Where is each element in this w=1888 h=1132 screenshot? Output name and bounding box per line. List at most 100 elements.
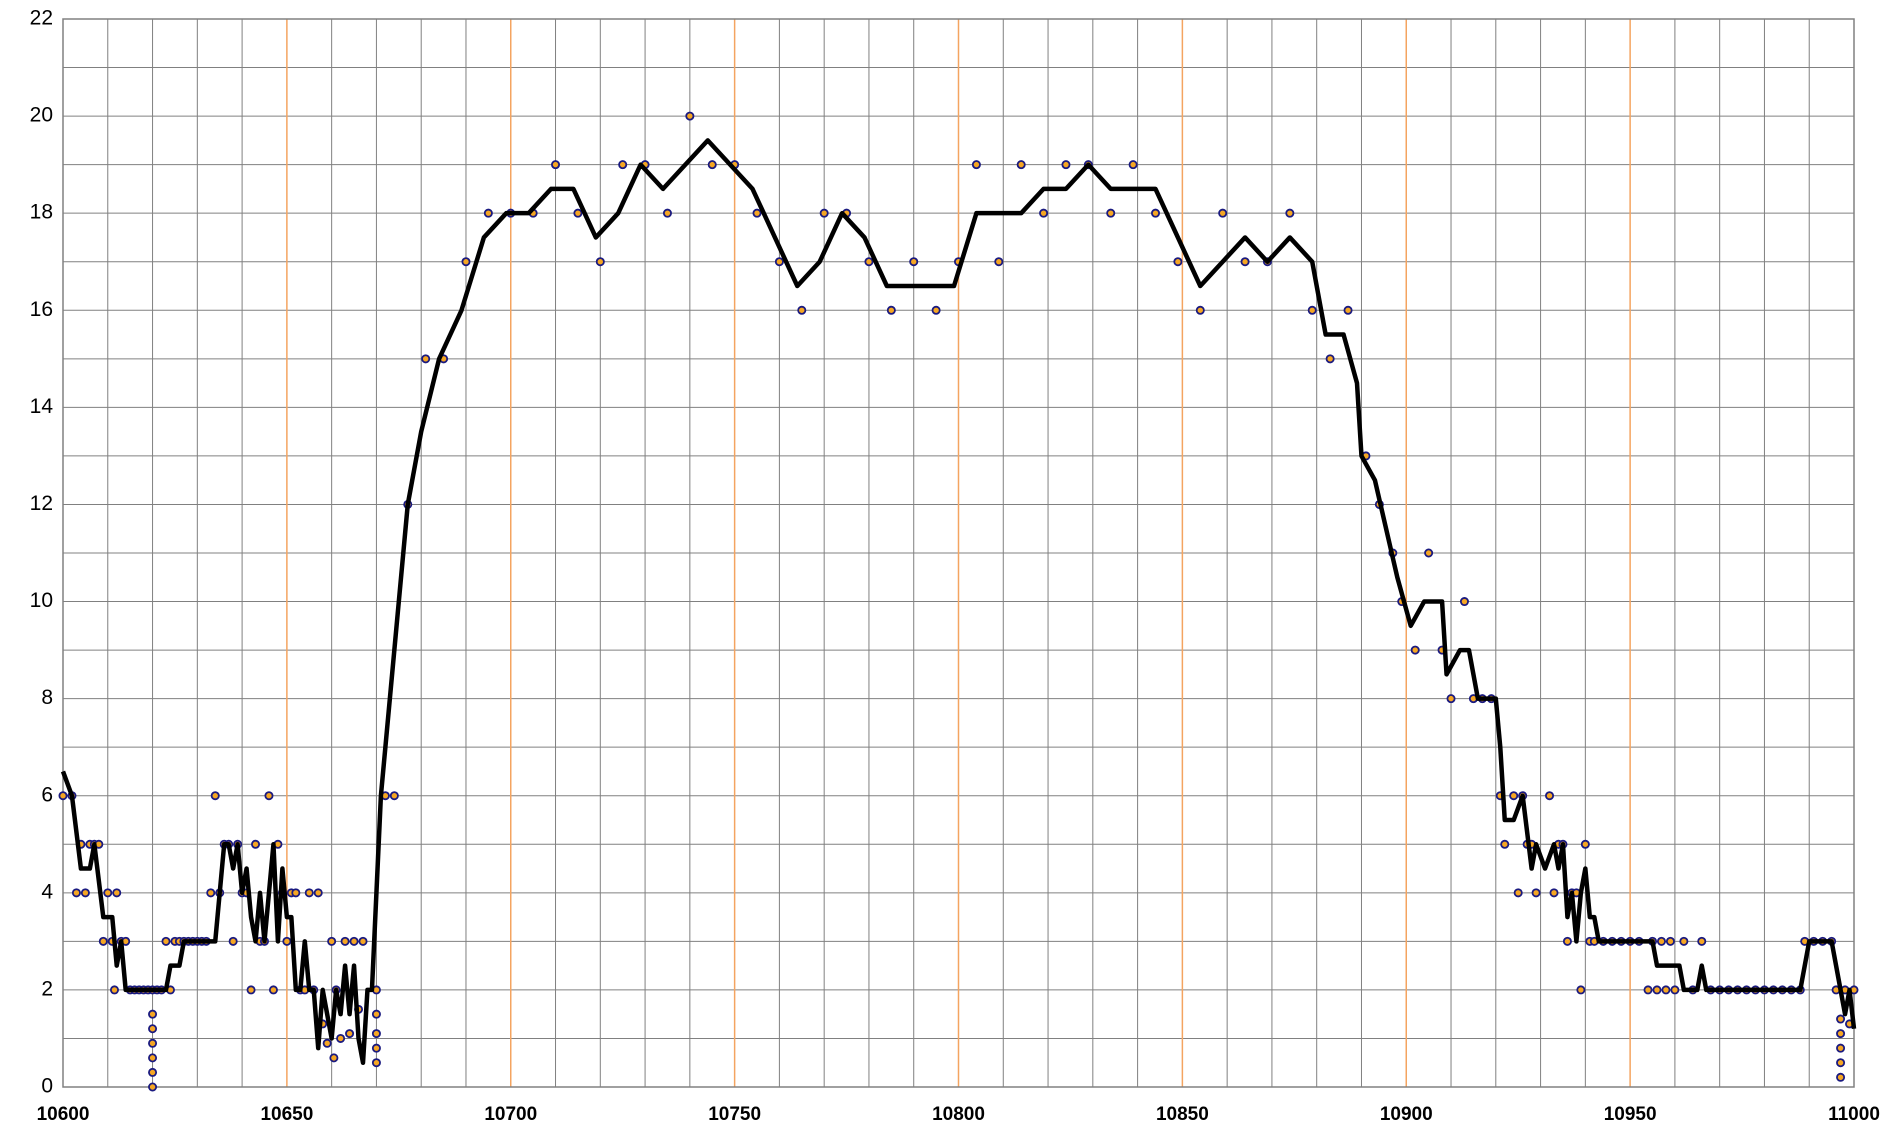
point — [1307, 305, 1317, 315]
point — [461, 257, 471, 267]
point — [112, 888, 122, 898]
point — [1016, 160, 1026, 170]
point — [327, 936, 337, 946]
point — [304, 888, 314, 898]
point — [1240, 257, 1250, 267]
y-tick-label: 20 — [30, 104, 53, 127]
point — [1285, 208, 1295, 218]
point — [358, 936, 368, 946]
point — [1128, 160, 1138, 170]
point — [1410, 645, 1420, 655]
point — [1656, 936, 1666, 946]
point — [336, 1033, 346, 1043]
point — [148, 1009, 158, 1019]
point — [1531, 888, 1541, 898]
point — [322, 1038, 332, 1048]
x-tick-label: 10800 — [932, 1104, 985, 1125]
point — [1545, 791, 1555, 801]
line — [60, 138, 1857, 1065]
y-tick-label: 14 — [30, 395, 54, 418]
point — [109, 985, 119, 995]
point — [246, 985, 256, 995]
point — [291, 888, 301, 898]
point — [148, 1053, 158, 1063]
point — [58, 791, 68, 801]
point — [389, 791, 399, 801]
point — [1061, 160, 1071, 170]
point — [161, 936, 171, 946]
point — [148, 1038, 158, 1048]
point — [1173, 257, 1183, 267]
y-tick-label: 10 — [30, 589, 53, 612]
y-tick-label: 6 — [41, 783, 53, 806]
point — [71, 888, 81, 898]
point — [1446, 694, 1456, 704]
point — [1679, 936, 1689, 946]
point — [371, 1029, 381, 1039]
point — [662, 208, 672, 218]
x-tick-label: 10600 — [37, 1104, 90, 1125]
point — [313, 888, 323, 898]
point — [228, 936, 238, 946]
point — [1697, 936, 1707, 946]
point — [1195, 305, 1205, 315]
x-tick-label: 10950 — [1604, 1104, 1657, 1125]
point — [1513, 888, 1523, 898]
point — [707, 160, 717, 170]
point — [483, 208, 493, 218]
point — [573, 208, 583, 218]
point — [1218, 208, 1228, 218]
point — [1424, 548, 1434, 558]
point — [148, 1024, 158, 1034]
point — [371, 1043, 381, 1053]
grid — [63, 18, 1854, 1088]
point — [864, 257, 874, 267]
point — [1151, 208, 1161, 218]
point — [349, 936, 359, 946]
point — [1325, 354, 1335, 364]
y-tick-label: 12 — [30, 492, 53, 515]
point — [1343, 305, 1353, 315]
point — [797, 305, 807, 315]
point — [774, 257, 784, 267]
point — [1652, 985, 1662, 995]
y-tick-label: 18 — [30, 201, 53, 224]
point — [282, 936, 292, 946]
point — [1836, 1014, 1846, 1024]
y-tick-label: 0 — [41, 1075, 53, 1098]
point — [685, 111, 695, 121]
point — [931, 305, 941, 315]
point — [80, 888, 90, 898]
point — [251, 839, 261, 849]
x-tick-label: 11000 — [1828, 1104, 1880, 1125]
point — [1643, 985, 1653, 995]
point — [1836, 1029, 1846, 1039]
point — [148, 1082, 158, 1092]
y-tick-label: 4 — [41, 880, 53, 903]
point — [1580, 839, 1590, 849]
point — [329, 1053, 339, 1063]
point — [618, 160, 628, 170]
point — [909, 257, 919, 267]
point — [371, 1009, 381, 1019]
x-tick-label: 10700 — [484, 1104, 537, 1125]
point — [371, 1058, 381, 1068]
point — [1459, 597, 1469, 607]
point — [340, 936, 350, 946]
point — [1549, 888, 1559, 898]
point — [421, 354, 431, 364]
point — [1836, 1058, 1846, 1068]
point — [148, 1067, 158, 1077]
point — [1576, 985, 1586, 995]
plot-frame — [62, 18, 1855, 1088]
point — [1836, 1072, 1846, 1082]
x-tick-label: 10650 — [260, 1104, 313, 1125]
point — [98, 936, 108, 946]
point — [971, 160, 981, 170]
point — [994, 257, 1004, 267]
y-tick-label: 22 — [30, 7, 53, 30]
point — [1836, 1043, 1846, 1053]
point — [1106, 208, 1116, 218]
x-tick-label: 10900 — [1380, 1104, 1433, 1125]
point — [206, 888, 216, 898]
